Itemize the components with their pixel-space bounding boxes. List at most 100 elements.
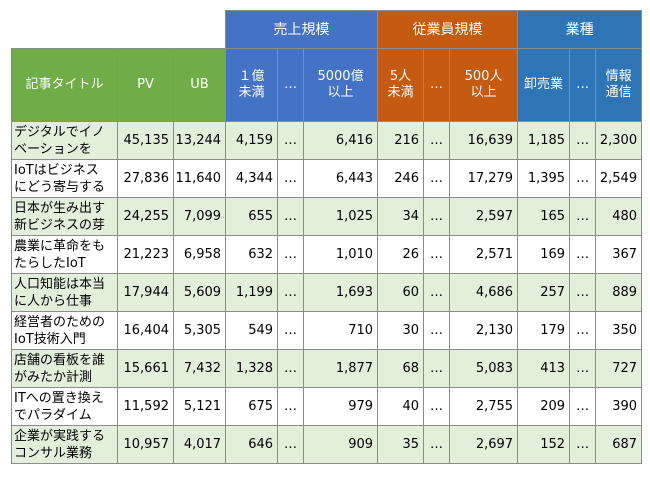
emp-lt5-cell: 216 <box>377 121 425 160</box>
sales-ge5000-cell: 979 <box>303 387 379 426</box>
emp-lt5-cell: 40 <box>377 387 425 426</box>
pv-cell: 21,223 <box>117 235 174 274</box>
sales-dots-cell: … <box>277 349 305 388</box>
infocom-cell: 727 <box>595 349 643 388</box>
emp-lt5-cell: 60 <box>377 273 425 312</box>
sales-ge5000-cell: 909 <box>303 425 379 464</box>
emp-lt5-cell: 35 <box>377 425 425 464</box>
column-header-pv: PV <box>117 48 174 122</box>
wholesale-cell: 209 <box>517 387 571 426</box>
sales-ge5000-cell: 6,416 <box>303 121 379 160</box>
emp-ge500-cell: 2,697 <box>449 425 519 464</box>
table-row: デジタルでイノ ベーションを 45,135 13,244 4,159… 6,416 216… <box>11 121 643 160</box>
emp-dots-cell: … <box>423 159 451 198</box>
emp-dots-cell: … <box>423 273 451 312</box>
sales-lt1-cell: 1,199 <box>225 273 279 312</box>
article-title-cell: 日本が生み出す 新ビジネスの芽 <box>11 197 118 236</box>
table-row: ITへの置き換え でパラダイム 11,592 5,121 675… 979 40… 2,75… <box>11 387 643 426</box>
emp-lt5-cell: 246 <box>377 159 425 198</box>
infocom-cell: 2,300 <box>595 121 643 160</box>
ind-dots-cell: … <box>569 121 597 160</box>
ub-cell: 7,432 <box>172 349 227 388</box>
sales-lt1-cell: 1,328 <box>225 349 279 388</box>
sales-lt1-cell: 675 <box>225 387 279 426</box>
sales-dots-cell: … <box>277 121 305 160</box>
table-row: 店舗の看板を誰 がみたか計測 15,661 7,432 1,328… 1,877 68… 5… <box>11 349 643 388</box>
ub-cell: 6,958 <box>172 235 227 274</box>
pv-cell: 27,836 <box>117 159 174 198</box>
table-row: 経営者のための IoT技術入門 16,404 5,305 549… 710 30… 2,13… <box>11 311 643 350</box>
ind-dots-cell: … <box>569 235 597 274</box>
article-title-cell: ITへの置き換え でパラダイム <box>11 387 118 426</box>
emp-dots-cell: … <box>423 311 451 350</box>
sales-dots-cell: … <box>277 311 305 350</box>
infocom-cell: 2,549 <box>595 159 643 198</box>
emp-dots-cell: … <box>423 387 451 426</box>
data-table: 売上規模 従業員規模 業種 記事タイトル PV UB １億 未満 … 5000億… <box>11 10 643 464</box>
emp-ge500-cell: 2,755 <box>449 387 519 426</box>
wholesale-cell: 179 <box>517 311 571 350</box>
pv-cell: 45,135 <box>117 121 174 160</box>
ind-dots-cell: … <box>569 349 597 388</box>
ind-dots-cell: … <box>569 197 597 236</box>
emp-ge500-cell: 4,686 <box>449 273 519 312</box>
article-title-cell: 企業が実践する コンサル業務 <box>11 425 118 464</box>
wholesale-cell: 1,185 <box>517 121 571 160</box>
sales-ge5000-cell: 1,010 <box>303 235 379 274</box>
sales-ge5000-cell: 1,877 <box>303 349 379 388</box>
ub-cell: 5,305 <box>172 311 227 350</box>
sales-ge5000-cell: 1,025 <box>303 197 379 236</box>
table-row: 企業が実践する コンサル業務 10,957 4,017 646… 909 35… 2,697… <box>11 425 643 464</box>
ub-cell: 5,609 <box>172 273 227 312</box>
table-row: IoTはビジネス にどう寄与する 27,836 11,640 4,344… 6,443 2… <box>11 159 643 198</box>
ind-dots-cell: … <box>569 159 597 198</box>
pv-cell: 16,404 <box>117 311 174 350</box>
emp-ge500-cell: 2,571 <box>449 235 519 274</box>
column-header-sales-ge5000: 5000億 以上 <box>303 48 379 122</box>
ind-dots-cell: … <box>569 273 597 312</box>
wholesale-cell: 413 <box>517 349 571 388</box>
emp-dots-cell: … <box>423 197 451 236</box>
ub-cell: 13,244 <box>172 121 227 160</box>
emp-ge500-cell: 16,639 <box>449 121 519 160</box>
column-header-infocom: 情報 通信 <box>595 48 643 122</box>
ub-cell: 11,640 <box>172 159 227 198</box>
pv-cell: 10,957 <box>117 425 174 464</box>
article-title-cell: デジタルでイノ ベーションを <box>11 121 118 160</box>
ind-dots-cell: … <box>569 425 597 464</box>
table-row: 農業に革命をも たらしたIoT 21,223 6,958 632… 1,010 26… 2,… <box>11 235 643 274</box>
wholesale-cell: 1,395 <box>517 159 571 198</box>
sales-dots-cell: … <box>277 235 305 274</box>
infocom-cell: 390 <box>595 387 643 426</box>
column-header-emp-lt5: 5人 未満 <box>377 48 425 122</box>
article-title-cell: 店舗の看板を誰 がみたか計測 <box>11 349 118 388</box>
infocom-cell: 367 <box>595 235 643 274</box>
article-title-cell: 農業に革命をも たらしたIoT <box>11 235 118 274</box>
emp-lt5-cell: 26 <box>377 235 425 274</box>
wholesale-cell: 152 <box>517 425 571 464</box>
group-sales-header: 売上規模 <box>225 10 379 49</box>
sales-dots-cell: … <box>277 273 305 312</box>
wholesale-cell: 169 <box>517 235 571 274</box>
infocom-cell: 687 <box>595 425 643 464</box>
emp-lt5-cell: 68 <box>377 349 425 388</box>
sales-dots-cell: … <box>277 159 305 198</box>
emp-ge500-cell: 17,279 <box>449 159 519 198</box>
sales-lt1-cell: 632 <box>225 235 279 274</box>
ind-dots-cell: … <box>569 311 597 350</box>
article-title-cell: 人口知能は本当 に人から仕事 <box>11 273 118 312</box>
sales-ge5000-cell: 1,693 <box>303 273 379 312</box>
header-blank <box>11 10 226 49</box>
pv-cell: 17,944 <box>117 273 174 312</box>
group-industry-header: 業種 <box>517 10 643 49</box>
emp-dots-cell: … <box>423 349 451 388</box>
column-header-emp-dots: … <box>423 48 451 122</box>
article-title-cell: 経営者のための IoT技術入門 <box>11 311 118 350</box>
infocom-cell: 889 <box>595 273 643 312</box>
column-header-ub: UB <box>172 48 227 122</box>
column-header-emp-ge500: 500人 以上 <box>449 48 519 122</box>
pv-cell: 24,255 <box>117 197 174 236</box>
emp-ge500-cell: 2,130 <box>449 311 519 350</box>
emp-lt5-cell: 30 <box>377 311 425 350</box>
emp-dots-cell: … <box>423 121 451 160</box>
